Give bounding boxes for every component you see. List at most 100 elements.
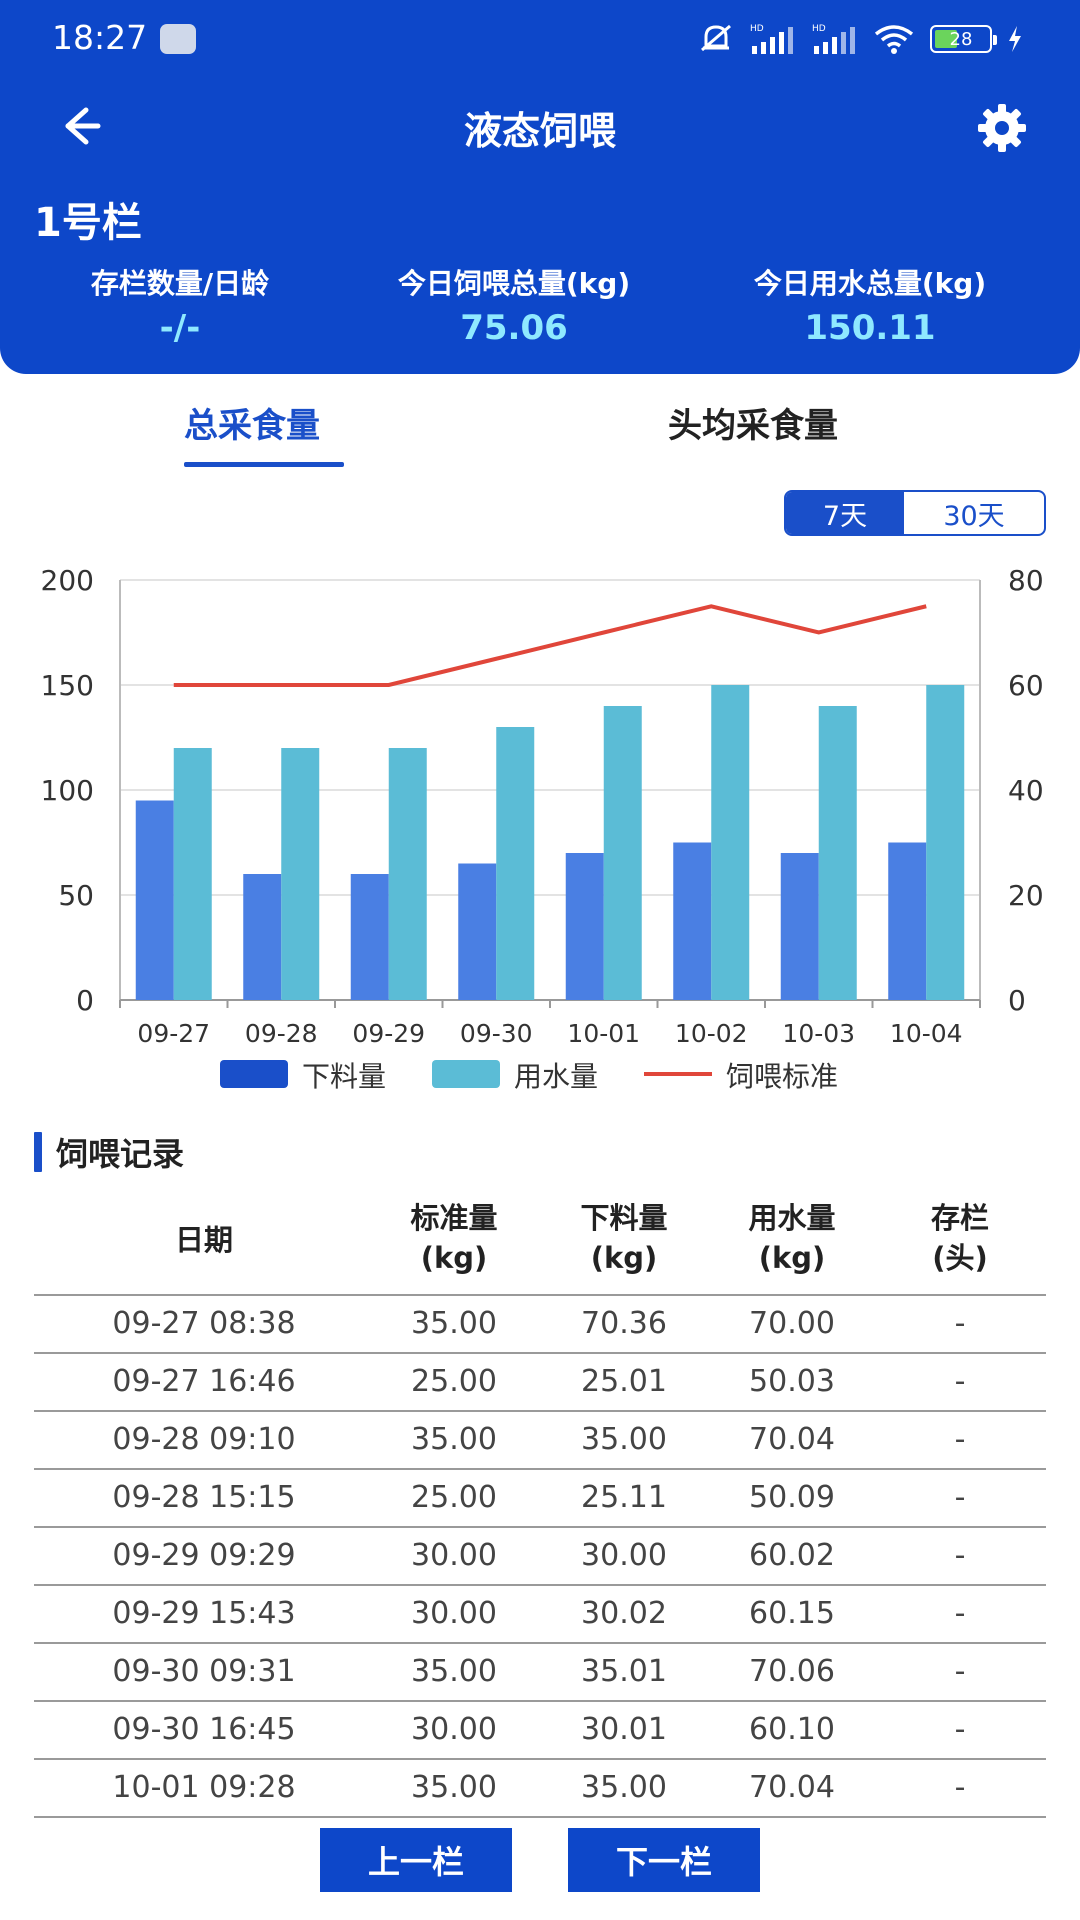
tab-total-intake[interactable]: 总采食量: [184, 406, 320, 446]
header: 18:27 HD HD 28 液态饲喂: [0, 0, 1080, 374]
records-section-title: 饲喂记录: [34, 1130, 184, 1174]
wifi-icon: [874, 25, 914, 54]
column-header-line1: 下料量: [580, 1201, 668, 1235]
table-cell: 50.09: [749, 1480, 835, 1515]
y-right-tick-label: 20: [1008, 879, 1044, 912]
table-row[interactable]: 09-28 15:15 25.00 25.11 50.09 -: [34, 1470, 1046, 1528]
bar-feed: [780, 853, 819, 1000]
records-title: 饲喂记录: [56, 1135, 185, 1173]
y-right-tick-label: 60: [1008, 669, 1044, 702]
x-tick-label: 09-28: [245, 1019, 318, 1048]
stat-label: 今日饲喂总量(kg): [397, 267, 631, 300]
status-time: 18:27: [52, 18, 148, 57]
table-cell: 25.01: [581, 1364, 667, 1399]
table-row[interactable]: 09-29 09:29 30.00 30.00 60.02 -: [34, 1528, 1046, 1586]
column-header-line2: (kg): [758, 1241, 826, 1275]
table-cell: 35.00: [411, 1306, 497, 1341]
column-header: 存栏 (头): [885, 1198, 1035, 1278]
status-bar: 18:27 HD HD 28: [0, 0, 1080, 80]
y-right-tick-label: 80: [1008, 564, 1044, 597]
column-header-line1: 日期: [174, 1223, 233, 1257]
stat-value: 150.11: [804, 308, 936, 348]
table-cell: 70.00: [749, 1306, 835, 1341]
tab-bar: 总采食量 头均采食量: [0, 390, 1080, 470]
records-table: 日期 标准量 (kg) 下料量 (kg) 用水量 (kg) 存栏 (头) 09-27 08:38…: [34, 1190, 1046, 1818]
pen-stats: 存栏数量/日龄 -/- 今日饲喂总量(kg) 75.06 今日用水总量(kg) …: [0, 262, 1080, 352]
y-left-tick-label: 150: [41, 669, 94, 702]
table-cell: 35.00: [581, 1422, 667, 1457]
prev-pen-button[interactable]: 上一栏: [320, 1828, 512, 1892]
wrench-icon: [160, 24, 196, 54]
signal-icon-2: HD: [812, 24, 855, 54]
table-cell: 60.02: [749, 1538, 835, 1573]
bar-water: [388, 748, 427, 1000]
bar-feed: [673, 842, 712, 1000]
battery-icon: 28: [930, 25, 997, 53]
table-body: 09-27 08:38 35.00 70.36 70.00 - 09-27 16:46 25…: [34, 1296, 1046, 1818]
table-cell: 09-27 08:38: [112, 1306, 296, 1341]
settings-gear-icon[interactable]: [972, 98, 1032, 158]
tab-indicator: [184, 462, 344, 467]
table-cell: -: [954, 1712, 966, 1747]
next-pen-button[interactable]: 下一栏: [568, 1828, 760, 1892]
table-cell: 35.01: [581, 1654, 667, 1689]
column-header-line1: 标准量: [410, 1201, 498, 1235]
bar-feed: [135, 800, 174, 1000]
bar-water: [711, 685, 750, 1000]
bar-water: [496, 727, 535, 1000]
legend-label: 下料量: [302, 1060, 386, 1093]
column-header-line1: 用水量: [748, 1201, 836, 1235]
table-cell: 35.00: [411, 1422, 497, 1457]
table-row[interactable]: 10-01 09:28 35.00 35.00 70.04 -: [34, 1760, 1046, 1818]
table-cell: 25.00: [411, 1480, 497, 1515]
range-30-days[interactable]: 30天: [943, 500, 1005, 532]
table-cell: 25.11: [581, 1480, 667, 1515]
svg-text:HD: HD: [812, 24, 826, 34]
back-arrow-icon[interactable]: [48, 96, 108, 156]
column-header: 日期: [54, 1220, 354, 1260]
table-row[interactable]: 09-28 09:10 35.00 35.00 70.04 -: [34, 1412, 1046, 1470]
table-row[interactable]: 09-30 16:45 30.00 30.01 60.10 -: [34, 1702, 1046, 1760]
table-cell: 60.15: [749, 1596, 835, 1631]
y-left-tick-label: 0: [76, 984, 94, 1017]
feeding-standard-line: [173, 604, 927, 687]
stat-value: 75.06: [460, 308, 568, 348]
table-cell: 30.00: [581, 1538, 667, 1573]
table-row[interactable]: 09-30 09:31 35.00 35.01 70.06 -: [34, 1644, 1046, 1702]
charging-icon: [1009, 26, 1021, 52]
table-cell: 09-29 15:43: [112, 1596, 296, 1631]
column-header-line2: (kg): [420, 1241, 488, 1275]
section-marker: [34, 1132, 42, 1172]
stat-label: 今日用水总量(kg): [753, 267, 987, 300]
y-right-tick-label: 40: [1008, 774, 1044, 807]
battery-level: 28: [949, 28, 973, 50]
range-7-days[interactable]: 7天: [786, 492, 904, 534]
table-cell: 09-27 16:46: [112, 1364, 296, 1399]
table-cell: -: [954, 1364, 966, 1399]
bar-feed: [458, 863, 497, 1000]
table-row[interactable]: 09-27 08:38 35.00 70.36 70.00 -: [34, 1296, 1046, 1354]
tab-per-head-intake[interactable]: 头均采食量: [668, 406, 838, 446]
x-tick-label: 09-30: [460, 1019, 533, 1048]
table-cell: 50.03: [749, 1364, 835, 1399]
y-left-tick-label: 50: [58, 879, 94, 912]
table-cell: 30.00: [411, 1712, 497, 1747]
table-cell: 35.00: [411, 1654, 497, 1689]
table-cell: 10-01 09:28: [112, 1770, 296, 1805]
table-row[interactable]: 09-29 15:43 30.00 30.02 60.15 -: [34, 1586, 1046, 1644]
table-row[interactable]: 09-27 16:46 25.00 25.01 50.03 -: [34, 1354, 1046, 1412]
legend-swatch: [432, 1060, 500, 1088]
y-left-tick-label: 100: [41, 774, 94, 807]
x-tick-label: 10-02: [675, 1019, 748, 1048]
column-header-line2: (kg): [590, 1241, 658, 1275]
bar-water: [281, 748, 320, 1000]
x-tick-label: 09-29: [352, 1019, 425, 1048]
table-cell: 09-30 09:31: [112, 1654, 296, 1689]
bar-water: [603, 706, 642, 1000]
table-cell: 60.10: [749, 1712, 835, 1747]
range-toggle: 7天 30天: [784, 490, 1046, 536]
bar-feed: [243, 874, 282, 1000]
table-cell: 70.04: [749, 1770, 835, 1805]
bar-feed: [350, 874, 389, 1000]
signal-icon-1: HD: [750, 24, 793, 54]
